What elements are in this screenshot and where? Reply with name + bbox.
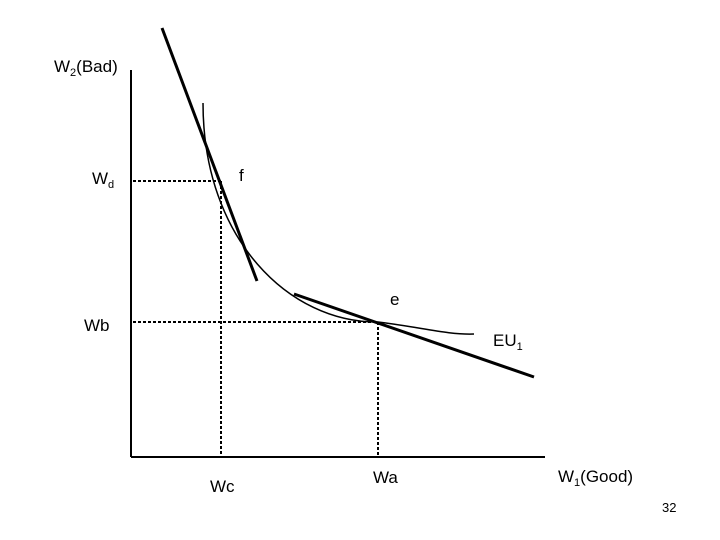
- curve-label-eu1: EU1: [493, 331, 523, 353]
- tangent-line-f: [160, 27, 259, 282]
- page-number: 32: [662, 500, 676, 515]
- y-tick-wd: Wd: [92, 169, 114, 191]
- x-tick-wc: Wc: [210, 477, 235, 496]
- point-e-label: e: [390, 290, 399, 309]
- x-axis-label: W1(Good): [558, 467, 633, 489]
- y-tick-wb: Wb: [84, 316, 110, 335]
- y-axis-label: W2(Bad): [54, 57, 118, 79]
- x-tick-wa: Wa: [373, 468, 398, 487]
- eu1-indifference-curve: [202, 102, 475, 335]
- point-f-label: f: [239, 166, 244, 185]
- tangent-line-e: [293, 292, 535, 379]
